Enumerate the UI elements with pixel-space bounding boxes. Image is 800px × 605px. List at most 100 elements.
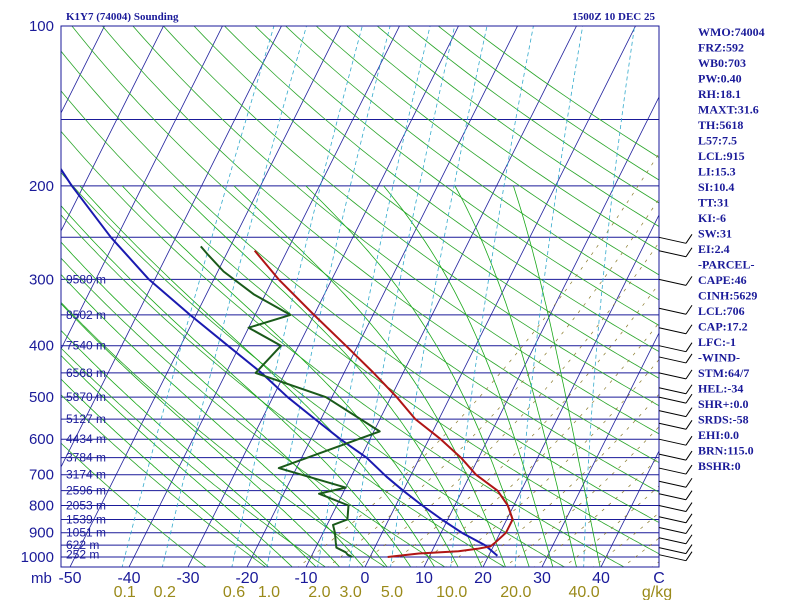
sounding-datetime: 1500Z 10 DEC 25 <box>572 11 655 23</box>
wind-barb <box>659 514 692 523</box>
height-label: 252 m <box>66 548 99 562</box>
wind-barb <box>659 394 692 403</box>
pressure-label: 900 <box>29 525 54 542</box>
index-item: LCL:706 <box>698 304 745 318</box>
wind-barb <box>659 436 692 445</box>
pressure-label: 100 <box>29 18 54 35</box>
index-item: PW:0.40 <box>698 72 742 86</box>
mixing-ratio-label: 0.6 <box>223 584 245 600</box>
pressure-label: 500 <box>29 389 54 406</box>
wind-barb <box>659 385 692 394</box>
mixing-ratio-label: 3.0 <box>339 584 361 600</box>
wind-barb <box>659 234 692 243</box>
wind-barb <box>659 248 692 257</box>
pressure-label: 700 <box>29 467 54 484</box>
index-item: CINH:5629 <box>698 289 757 303</box>
index-item: LFC:-1 <box>698 335 736 349</box>
wet-bulb-line <box>769 120 800 569</box>
height-label: 1539 m <box>66 513 106 527</box>
wind-barb <box>659 343 692 352</box>
index-item: L57:7.5 <box>698 134 737 148</box>
index-item: RH:18.1 <box>698 87 741 101</box>
station-title: K1Y7 (74004) Sounding <box>66 11 179 23</box>
pressure-unit-label: mb <box>31 570 52 587</box>
index-item: EHI:0.0 <box>698 428 739 442</box>
pressure-label: 400 <box>29 338 54 355</box>
mixing-ratio-label: 0.2 <box>154 584 176 600</box>
isotherm-line <box>0 14 51 568</box>
temperature-label: -50 <box>58 570 81 587</box>
index-item: BRN:115.0 <box>698 444 754 458</box>
index-item: STM:64/7 <box>698 366 749 380</box>
mixing-ratio-label: 20.0 <box>500 584 531 600</box>
pressure-label: 600 <box>29 431 54 448</box>
height-label: 9580 m <box>66 272 106 286</box>
wind-barb <box>659 451 692 460</box>
height-label: 5870 m <box>66 390 106 404</box>
index-item: FRZ:592 <box>698 41 744 55</box>
wind-barb <box>659 305 692 314</box>
index-item: WMO:74004 <box>698 25 765 39</box>
wind-barb <box>659 420 692 429</box>
index-item: LI:15.3 <box>698 165 736 179</box>
temperature-label: 0 <box>361 570 370 587</box>
index-item: TT:31 <box>698 196 729 210</box>
temperature-label: 10 <box>415 570 433 587</box>
pressure-label: 200 <box>29 178 54 195</box>
index-item: LCL:915 <box>698 149 745 163</box>
mixing-ratio-label: 0.1 <box>114 584 136 600</box>
index-item: EI:2.4 <box>698 242 730 256</box>
height-label: 4434 m <box>66 432 106 446</box>
index-item: MAXT:31.6 <box>698 103 759 117</box>
index-item: WB0:703 <box>698 56 746 70</box>
temperature-label: 30 <box>533 570 551 587</box>
pressure-label: 300 <box>29 271 54 288</box>
wind-barb <box>659 354 692 363</box>
temperature-label: 20 <box>474 570 492 587</box>
mixing-ratio-label: 40.0 <box>568 584 599 600</box>
height-label: 8502 m <box>66 308 106 322</box>
height-label: 2053 m <box>66 499 106 513</box>
height-label: 2596 m <box>66 484 106 498</box>
mixing-ratio-label: 5.0 <box>381 584 403 600</box>
height-label: 3174 m <box>66 468 106 482</box>
mixing-ratio-label: g/kg <box>642 584 672 600</box>
mixing-ratio-label: 10.0 <box>436 584 467 600</box>
index-item: CAPE:46 <box>698 273 747 287</box>
wind-barb <box>659 552 692 561</box>
wind-barb <box>659 276 692 285</box>
height-label: 6568 m <box>66 366 106 380</box>
index-item: HEL:-34 <box>698 382 743 396</box>
index-item: BSHR:0 <box>698 459 741 473</box>
index-item: -PARCEL- <box>698 258 754 272</box>
mixing-ratio-label: 1.0 <box>258 584 280 600</box>
wind-barb <box>659 478 692 487</box>
height-label: 7540 m <box>66 339 106 353</box>
index-item: SRDS:-58 <box>698 413 749 427</box>
index-item: TH:5618 <box>698 118 743 132</box>
wind-barb <box>659 503 692 512</box>
wind-barb <box>659 370 692 379</box>
wind-barb <box>659 325 692 334</box>
height-label: 5127 m <box>66 412 106 426</box>
index-item: SW:31 <box>698 227 732 241</box>
wind-barb <box>659 535 692 544</box>
index-item: -WIND- <box>698 351 740 365</box>
wind-barb <box>659 465 692 474</box>
pressure-label: 1000 <box>21 549 54 566</box>
index-item: SHR+:0.0 <box>698 397 749 411</box>
index-item: CAP:17.2 <box>698 320 748 334</box>
wet-bulb-line <box>739 120 800 569</box>
wind-barb <box>659 525 692 534</box>
index-item: SI:10.4 <box>698 180 734 194</box>
wind-barb <box>659 491 692 500</box>
index-item: KI:-6 <box>698 211 726 225</box>
temperature-label: -30 <box>176 570 199 587</box>
mixing-ratio-label: 2.0 <box>308 584 330 600</box>
pressure-label: 800 <box>29 498 54 515</box>
wind-barb <box>659 545 692 554</box>
height-label: 3784 m <box>66 451 106 465</box>
wind-barb <box>659 408 692 417</box>
